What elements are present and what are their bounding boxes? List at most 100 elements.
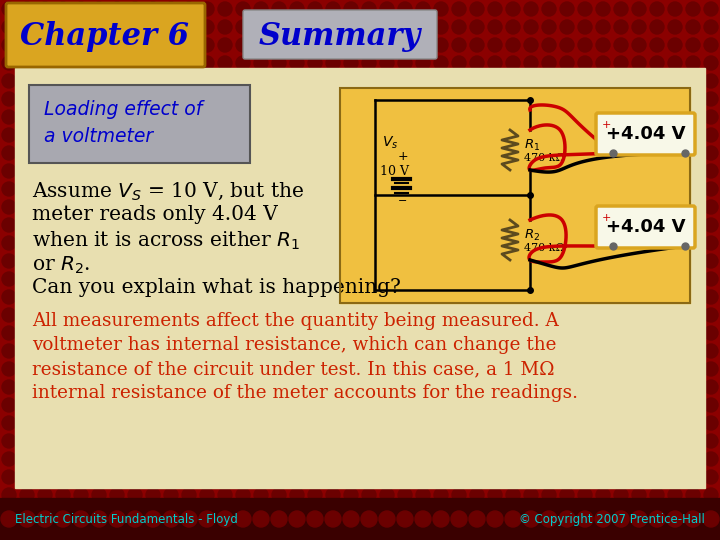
Circle shape	[704, 2, 718, 16]
Circle shape	[272, 506, 286, 520]
Circle shape	[470, 488, 484, 502]
Circle shape	[20, 362, 34, 376]
Circle shape	[182, 326, 196, 340]
Circle shape	[290, 182, 304, 196]
Circle shape	[308, 218, 322, 232]
Circle shape	[434, 452, 448, 466]
Circle shape	[524, 74, 538, 88]
Circle shape	[488, 380, 502, 394]
Circle shape	[92, 164, 106, 178]
Circle shape	[146, 272, 160, 286]
Circle shape	[524, 2, 538, 16]
Circle shape	[506, 146, 520, 160]
Circle shape	[686, 182, 700, 196]
Circle shape	[182, 92, 196, 106]
Circle shape	[614, 56, 628, 70]
Circle shape	[416, 164, 430, 178]
Circle shape	[272, 416, 286, 430]
Circle shape	[326, 272, 340, 286]
Circle shape	[686, 524, 700, 538]
Circle shape	[614, 182, 628, 196]
Circle shape	[236, 254, 250, 268]
Circle shape	[92, 470, 106, 484]
Circle shape	[344, 200, 358, 214]
Circle shape	[398, 56, 412, 70]
Circle shape	[650, 434, 664, 448]
Circle shape	[344, 146, 358, 160]
Circle shape	[254, 182, 268, 196]
Circle shape	[578, 308, 592, 322]
Circle shape	[20, 416, 34, 430]
Circle shape	[110, 290, 124, 304]
Circle shape	[74, 200, 88, 214]
Circle shape	[614, 128, 628, 142]
Circle shape	[506, 254, 520, 268]
Circle shape	[128, 470, 142, 484]
Circle shape	[92, 110, 106, 124]
Circle shape	[200, 524, 214, 538]
Circle shape	[254, 110, 268, 124]
Circle shape	[506, 416, 520, 430]
Circle shape	[200, 218, 214, 232]
Circle shape	[398, 506, 412, 520]
Circle shape	[416, 506, 430, 520]
Circle shape	[308, 362, 322, 376]
Circle shape	[542, 326, 556, 340]
Circle shape	[524, 164, 538, 178]
Circle shape	[164, 218, 178, 232]
Circle shape	[146, 200, 160, 214]
Circle shape	[2, 146, 16, 160]
Circle shape	[272, 218, 286, 232]
Circle shape	[686, 2, 700, 16]
Circle shape	[218, 92, 232, 106]
Circle shape	[470, 110, 484, 124]
Circle shape	[362, 92, 376, 106]
Circle shape	[92, 146, 106, 160]
Circle shape	[668, 308, 682, 322]
Circle shape	[524, 398, 538, 412]
Circle shape	[308, 20, 322, 34]
Circle shape	[182, 38, 196, 52]
Circle shape	[632, 344, 646, 358]
Circle shape	[254, 290, 268, 304]
Circle shape	[488, 20, 502, 34]
Circle shape	[434, 254, 448, 268]
Circle shape	[596, 488, 610, 502]
Circle shape	[164, 110, 178, 124]
Circle shape	[110, 20, 124, 34]
Circle shape	[704, 434, 718, 448]
FancyBboxPatch shape	[6, 3, 205, 67]
Circle shape	[2, 164, 16, 178]
Circle shape	[506, 398, 520, 412]
Circle shape	[452, 2, 466, 16]
Circle shape	[488, 326, 502, 340]
Circle shape	[434, 308, 448, 322]
Circle shape	[398, 146, 412, 160]
Circle shape	[470, 470, 484, 484]
Circle shape	[236, 110, 250, 124]
Circle shape	[200, 38, 214, 52]
Circle shape	[326, 416, 340, 430]
Circle shape	[470, 146, 484, 160]
Circle shape	[650, 164, 664, 178]
Circle shape	[272, 236, 286, 250]
Circle shape	[506, 56, 520, 70]
Circle shape	[2, 452, 16, 466]
Circle shape	[2, 236, 16, 250]
Circle shape	[128, 326, 142, 340]
Circle shape	[380, 308, 394, 322]
Circle shape	[632, 308, 646, 322]
Circle shape	[560, 326, 574, 340]
Circle shape	[704, 20, 718, 34]
Circle shape	[632, 398, 646, 412]
Circle shape	[578, 92, 592, 106]
Circle shape	[38, 524, 52, 538]
Circle shape	[146, 308, 160, 322]
Circle shape	[110, 110, 124, 124]
Circle shape	[578, 506, 592, 520]
Circle shape	[704, 110, 718, 124]
Circle shape	[686, 326, 700, 340]
Circle shape	[200, 272, 214, 286]
Circle shape	[667, 511, 683, 527]
Circle shape	[578, 452, 592, 466]
